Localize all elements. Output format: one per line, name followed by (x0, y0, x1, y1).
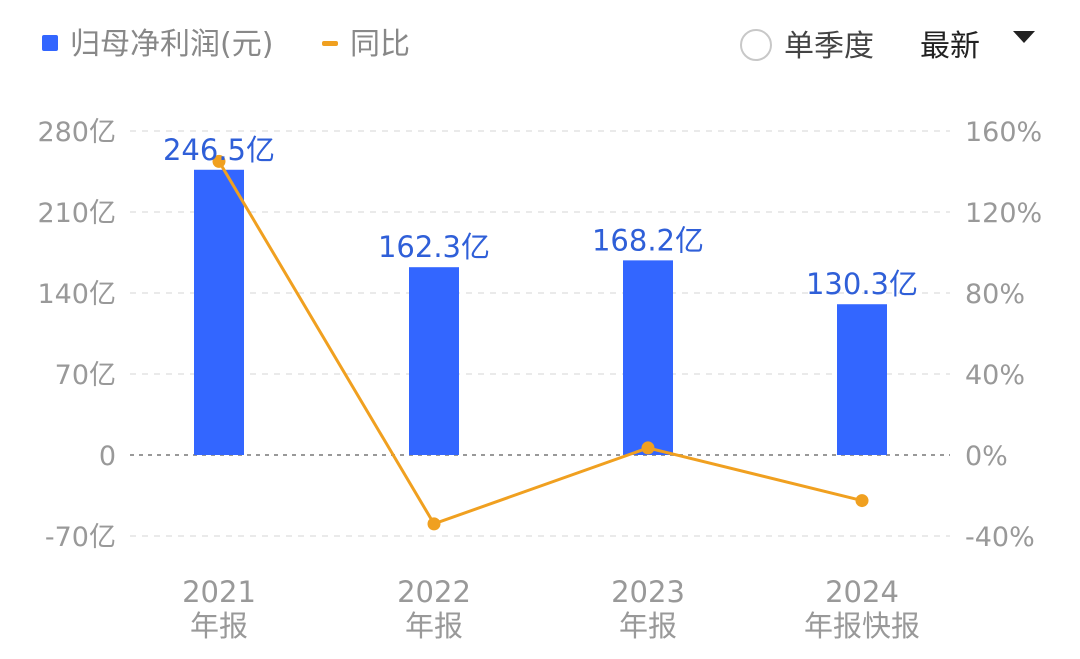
bar[interactable] (623, 260, 673, 455)
line-series (212, 154, 869, 531)
x-axis-year-label: 2024 (825, 575, 899, 609)
legend-line-label: 同比 (350, 27, 410, 62)
bar[interactable] (194, 169, 244, 455)
bar[interactable] (409, 267, 459, 455)
legend: 归母净利润(元) 同比 (42, 27, 410, 62)
bar-value-label: 162.3亿 (378, 230, 490, 264)
x-axis-report-type-label: 年报 (619, 609, 677, 643)
right-axis-tick-label: -40% (965, 522, 1035, 553)
axes: 280亿 210亿 140亿 70亿 0 -70亿 160% 120% 80% 40% 0% -40%… (37, 117, 1042, 643)
caret-down-icon[interactable] (1013, 31, 1035, 43)
yoy-line (217, 160, 863, 526)
x-axis-year-label: 2022 (397, 575, 471, 609)
right-axis-tick-label: 80% (965, 279, 1025, 310)
bar-series (194, 169, 887, 455)
left-axis-tick-label: 210亿 (37, 198, 116, 229)
right-axis-tick-label: 120% (965, 198, 1042, 229)
yoy-point[interactable] (427, 517, 441, 531)
left-axis-tick-label: 70亿 (55, 360, 116, 391)
period-dropdown-label: 最新 (920, 29, 980, 64)
yoy-point[interactable] (855, 494, 869, 508)
left-axis-tick-label: 0 (99, 441, 116, 472)
bar-value-label: 246.5亿 (163, 133, 275, 167)
right-axis-tick-label: 160% (965, 117, 1042, 148)
bar-value-label: 130.3亿 (806, 267, 918, 301)
bar[interactable] (837, 304, 887, 455)
grid (130, 130, 950, 537)
right-axis-tick-label: 0% (965, 441, 1008, 472)
x-axis-year-label: 2023 (611, 575, 685, 609)
radio-icon[interactable] (740, 29, 772, 61)
x-axis-year-label: 2021 (182, 575, 256, 609)
yoy-point[interactable] (212, 154, 226, 168)
right-axis-tick-label: 40% (965, 360, 1025, 391)
left-axis-tick-label: -70亿 (45, 522, 116, 553)
yoy-point[interactable] (641, 441, 655, 455)
left-axis-tick-label: 140亿 (37, 279, 116, 310)
legend-line-swatch (322, 41, 338, 46)
x-axis-report-type-label: 年报 (405, 609, 463, 643)
period-dropdown[interactable]: 最新 (920, 29, 1035, 64)
legend-bar-swatch (42, 35, 58, 51)
left-axis-tick-label: 280亿 (37, 117, 116, 148)
single-quarter-label: 单季度 (784, 29, 874, 64)
x-axis-report-type-label: 年报快报 (804, 609, 920, 643)
data-labels: 246.5亿 162.3亿 168.2亿 130.3亿 (163, 133, 918, 301)
legend-bar-label: 归母净利润(元) (70, 27, 273, 62)
x-axis-report-type-label: 年报 (190, 609, 248, 643)
bar-value-label: 168.2亿 (592, 223, 704, 257)
single-quarter-toggle[interactable]: 单季度 (740, 29, 874, 64)
